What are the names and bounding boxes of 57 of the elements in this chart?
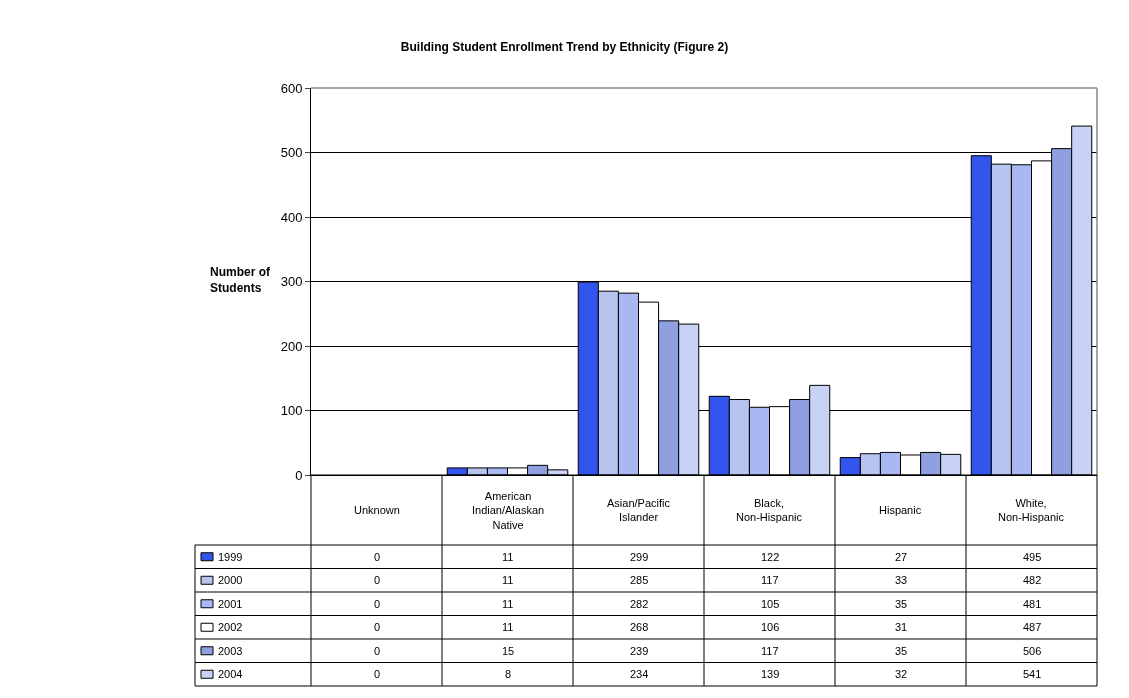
data-label: 31	[895, 621, 908, 633]
data-label: 487	[1023, 621, 1042, 633]
data-label: 27	[895, 551, 908, 563]
data-label: 139	[761, 668, 780, 680]
legend-label: 2004	[218, 668, 243, 680]
x-tick-label: Black, Non-Hispanic	[736, 497, 803, 524]
data-label: 0	[374, 621, 381, 633]
data-label: 495	[1023, 551, 1042, 563]
legend-label: 2002	[218, 621, 243, 633]
data-label: 506	[1023, 645, 1042, 657]
data-label: 106	[761, 621, 780, 633]
data-label: 481	[1023, 598, 1042, 610]
data-label: 32	[895, 668, 908, 680]
data-label: 239	[630, 645, 649, 657]
x-tick-label: White, Non-Hispanic	[998, 497, 1065, 524]
y-tick-label: 300	[280, 274, 303, 290]
x-tick-label: American Indian/Alaskan Native	[472, 490, 545, 531]
data-label: 541	[1023, 668, 1042, 680]
data-label: 0	[374, 598, 381, 610]
data-label: 117	[761, 574, 779, 586]
data-label: 268	[630, 621, 649, 633]
data-label: 299	[630, 551, 649, 563]
data-label: 11	[502, 621, 514, 633]
data-label: 15	[502, 645, 515, 657]
y-tick-label: 100	[280, 403, 303, 419]
data-label: 11	[502, 551, 514, 563]
data-label: 35	[895, 645, 908, 657]
data-label: 122	[761, 551, 780, 563]
x-tick-label: Asian/Pacific Islander	[607, 497, 671, 524]
y-tick-label: 500	[280, 145, 303, 161]
data-label: 33	[895, 574, 908, 586]
data-label: 282	[630, 598, 649, 610]
x-tick-label: Unknown	[354, 504, 400, 516]
data-label: 117	[761, 645, 779, 657]
y-tick-label: 400	[280, 209, 303, 225]
data-label: 35	[895, 598, 908, 610]
data-label: 234	[630, 668, 649, 680]
data-label: 0	[374, 645, 381, 657]
data-label: 482	[1023, 574, 1042, 586]
legend-label: 1999	[218, 551, 243, 563]
legend-label: 2000	[218, 574, 243, 586]
data-label: 11	[502, 598, 514, 610]
y-axis-title: Number of Students	[210, 265, 271, 295]
chart-title: Building Student Enrollment Trend by Ethnicity (Figure 2)	[400, 40, 729, 55]
y-tick-label: 200	[280, 338, 303, 354]
data-label: 0	[374, 551, 381, 563]
data-label: 8	[505, 668, 512, 680]
y-tick-label: 0	[295, 467, 303, 483]
legend-label: 2001	[218, 598, 243, 610]
data-label: 0	[374, 574, 381, 586]
y-tick-label: 600	[280, 80, 303, 96]
legend-label: 2003	[218, 645, 243, 657]
data-label: 0	[374, 668, 381, 680]
data-label: 11	[502, 574, 514, 586]
x-tick-label: Hispanic	[879, 504, 922, 516]
data-label: 285	[630, 574, 649, 586]
data-label: 105	[761, 598, 780, 610]
